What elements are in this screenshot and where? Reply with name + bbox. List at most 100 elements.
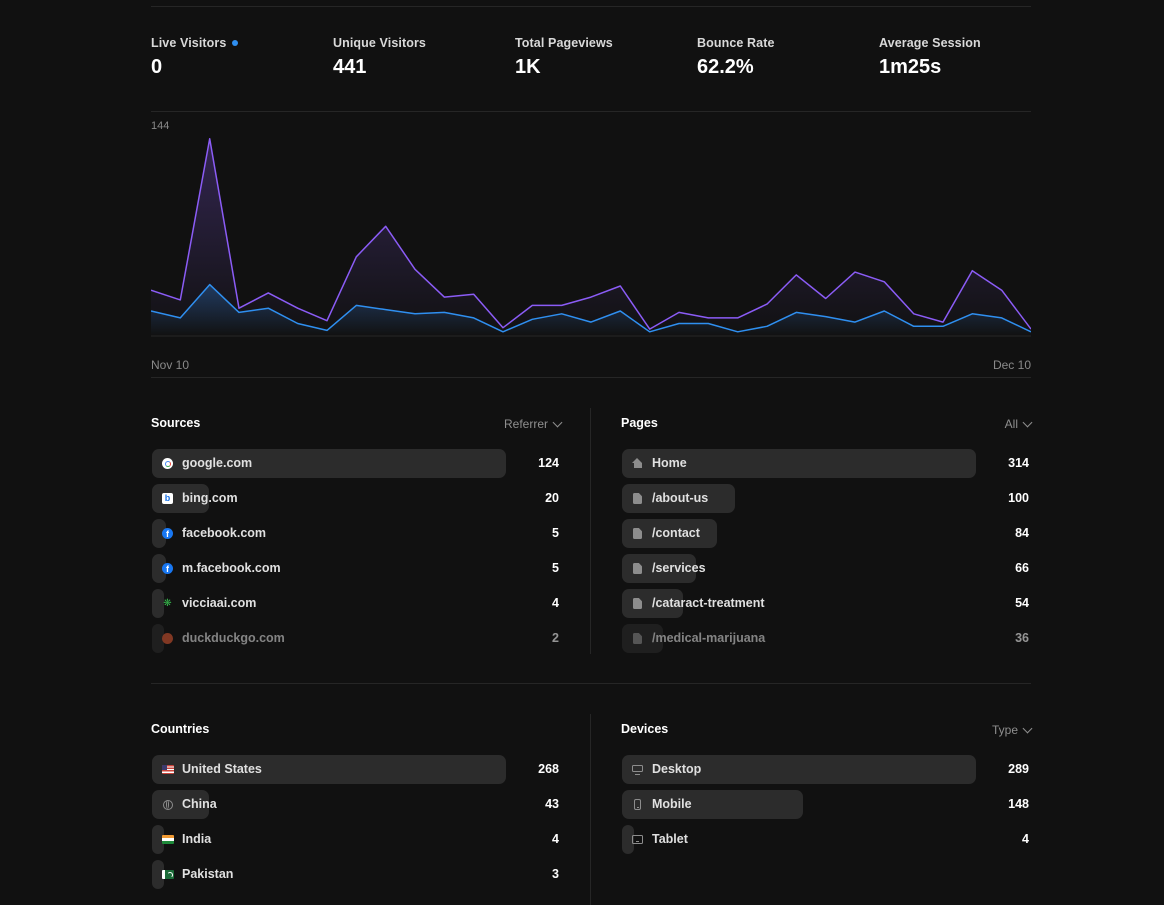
- item-count: 20: [545, 491, 559, 505]
- list-item[interactable]: Mobile 148: [621, 790, 1031, 819]
- leaf-icon: ❋: [163, 597, 172, 609]
- value-bar: [622, 589, 683, 618]
- list-item[interactable]: /contact 84: [621, 519, 1031, 548]
- stat-value: 0: [151, 56, 163, 78]
- item-count: 268: [538, 762, 559, 776]
- stat-unique-visitors[interactable]: Unique Visitors 441: [333, 36, 426, 79]
- pages-filter-dropdown[interactable]: All: [1005, 417, 1033, 431]
- item-count: 314: [1008, 456, 1029, 470]
- value-bar: [622, 624, 663, 653]
- us-flag-icon: [161, 763, 174, 776]
- pages-panel: Pages All Home 314/about-us 100/contact 84/…: [621, 416, 1033, 656]
- sources-panel: Sources Referrer google.com 124 b bing.com 2…: [151, 416, 563, 656]
- item-label: /about-us: [652, 491, 709, 505]
- list-item[interactable]: Desktop 289: [621, 755, 1031, 784]
- panel-divider: [590, 714, 591, 905]
- chart-x-end-label: Dec 10: [992, 358, 1031, 372]
- list-item[interactable]: United States 268: [151, 755, 561, 784]
- item-count: 289: [1008, 762, 1029, 776]
- stat-value: 62.2%: [697, 56, 754, 78]
- stat-value: 441: [333, 56, 367, 78]
- item-label: /services: [652, 561, 706, 575]
- item-count: 5: [552, 561, 559, 575]
- top-divider: [151, 6, 1031, 7]
- stat-label: Unique Visitors: [333, 36, 426, 50]
- list-item[interactable]: /services 66: [621, 554, 1031, 583]
- tablet-icon: [631, 833, 644, 846]
- chart-x-start-label: Nov 10: [151, 358, 190, 372]
- item-count: 3: [552, 867, 559, 881]
- stat-live-visitors[interactable]: Live Visitors 0: [151, 36, 239, 79]
- item-label: /contact: [652, 526, 700, 540]
- item-label: Pakistan: [182, 867, 234, 881]
- item-count: 100: [1008, 491, 1029, 505]
- list-item[interactable]: b bing.com 20: [151, 484, 561, 513]
- list-item[interactable]: China 43: [151, 790, 561, 819]
- visitors-chart[interactable]: [151, 116, 1031, 341]
- value-bar: [152, 755, 506, 784]
- stat-total-pageviews[interactable]: Total Pageviews 1K: [515, 36, 613, 79]
- device-type-label: Type: [991, 723, 1018, 737]
- list-item[interactable]: Home 314: [621, 449, 1031, 478]
- devices-title: Devices: [621, 722, 669, 736]
- device-type-dropdown[interactable]: Type: [991, 723, 1033, 737]
- mobile-icon: [631, 798, 644, 811]
- series-0-line: [151, 138, 1031, 330]
- series-1-line: [151, 283, 1031, 333]
- page-icon: [631, 492, 644, 505]
- value-bar: [152, 519, 167, 548]
- stat-label: Total Pageviews: [515, 36, 613, 50]
- list-item[interactable]: f facebook.com 5: [151, 519, 561, 548]
- item-count: 84: [1015, 526, 1029, 540]
- list-item[interactable]: /cataract-treatment 54: [621, 589, 1031, 618]
- stats-divider: [151, 111, 1031, 112]
- chart-y-max-label: 144: [151, 120, 170, 132]
- chart-divider: [151, 377, 1031, 378]
- list-item[interactable]: google.com 124: [151, 449, 561, 478]
- countries-panel: Countries United States 268 China 43 India 4 P…: [151, 722, 561, 905]
- item-label: Home: [652, 456, 687, 470]
- stat-average-session[interactable]: Average Session 1m25s: [879, 36, 981, 79]
- item-count: 36: [1015, 631, 1029, 645]
- list-item[interactable]: India 4: [151, 825, 561, 854]
- page-icon: [631, 597, 644, 610]
- item-label: /medical-marijuana: [652, 631, 766, 645]
- item-label: duckduckgo.com: [182, 631, 285, 645]
- chevron-down-icon: [1022, 417, 1033, 428]
- referrer-dropdown-label: Referrer: [503, 417, 548, 431]
- item-count: 148: [1008, 797, 1029, 811]
- item-count: 5: [552, 526, 559, 540]
- stat-label: Average Session: [879, 36, 981, 50]
- bing-icon: b: [161, 492, 174, 505]
- item-count: 54: [1015, 596, 1029, 610]
- stat-value: 1m25s: [879, 56, 942, 78]
- countries-title: Countries: [151, 722, 210, 736]
- item-label: India: [182, 832, 212, 846]
- list-item[interactable]: Pakistan 3: [151, 860, 561, 889]
- value-bar: [152, 484, 210, 513]
- page-icon: [631, 527, 644, 540]
- page-icon: [631, 632, 644, 645]
- stats-row: Live Visitors 0 Unique Visitors 441 Tota…: [151, 36, 1031, 86]
- live-indicator-icon: [232, 40, 239, 46]
- value-bar: [152, 860, 164, 889]
- value-bar: [622, 755, 976, 784]
- home-icon: [631, 457, 644, 470]
- value-bar: [622, 825, 634, 854]
- stat-label: Bounce Rate: [697, 36, 775, 50]
- list-item[interactable]: ❋ vicciaai.com 4: [151, 589, 561, 618]
- value-bar: [152, 825, 164, 854]
- series-0-area: [151, 138, 1031, 336]
- stat-bounce-rate[interactable]: Bounce Rate 62.2%: [697, 36, 775, 79]
- referrer-dropdown[interactable]: Referrer: [503, 417, 563, 431]
- item-label: vicciaai.com: [182, 596, 257, 610]
- list-item[interactable]: /about-us 100: [621, 484, 1031, 513]
- item-label: /cataract-treatment: [652, 596, 765, 610]
- item-count: 4: [552, 832, 559, 846]
- india-flag-icon: [161, 833, 174, 846]
- list-item[interactable]: Tablet 4: [621, 825, 1031, 854]
- list-item[interactable]: f m.facebook.com 5: [151, 554, 561, 583]
- list-item[interactable]: duckduckgo.com 2: [151, 624, 561, 653]
- list-item[interactable]: /medical-marijuana 36: [621, 624, 1031, 653]
- value-bar: [622, 790, 804, 819]
